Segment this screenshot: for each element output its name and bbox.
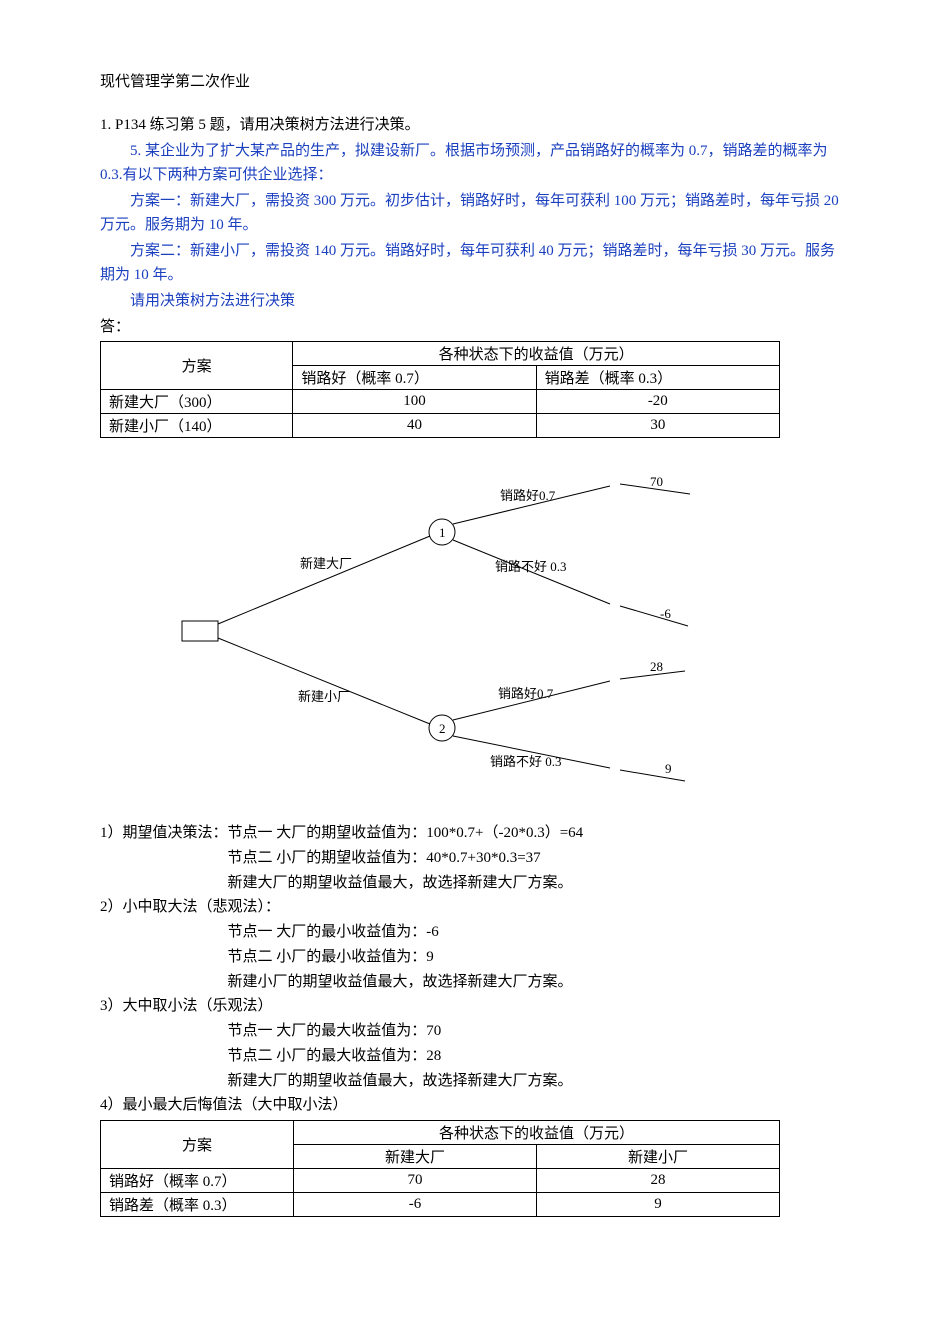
leaf-9: 9 xyxy=(665,761,672,776)
t2-header-big: 新建大厂 xyxy=(293,1145,536,1169)
decision-tree-svg: 新建大厂 新建小厂 1 销路好0.7 销路不好 0.3 70 -6 2 销路好0… xyxy=(180,476,720,786)
chance-node-1-label: 1 xyxy=(439,525,446,540)
payoff-table-1: 方案 各种状态下的收益值（万元） 销路好（概率 0.7） 销路差（概率 0.3）… xyxy=(100,341,780,438)
method-2-line-2: 节点二 小厂的最小收益值为：9 xyxy=(100,945,845,970)
t1-r2c1: 新建小厂（140） xyxy=(101,414,293,438)
decision-tree-diagram: 新建大厂 新建小厂 1 销路好0.7 销路不好 0.3 70 -6 2 销路好0… xyxy=(180,476,845,791)
chance-node-2-label: 2 xyxy=(439,721,446,736)
t1-header-states: 各种状态下的收益值（万元） xyxy=(293,342,780,366)
t2-r2c3: 9 xyxy=(536,1193,779,1217)
branch-label-small: 新建小厂 xyxy=(298,689,350,704)
question-line-1: 1. P134 练习第 5 题，请用决策树方法进行决策。 xyxy=(100,113,845,137)
problem-intro: 5. 某企业为了扩大某产品的生产，拟建设新厂。根据市场预测，产品销路好的概率为 … xyxy=(100,139,845,187)
t2-r1c3: 28 xyxy=(536,1169,779,1193)
method-1-line-3: 新建大厂的期望收益值最大，故选择新建大厂方案。 xyxy=(100,871,845,896)
t1-r2c3: 30 xyxy=(536,414,779,438)
method-1-line-1: 1）期望值决策法：节点一 大厂的期望收益值为：100*0.7+（-20*0.3）… xyxy=(100,821,845,846)
t2-r1c1: 销路好（概率 0.7） xyxy=(101,1169,294,1193)
branch-label-big: 新建大厂 xyxy=(300,556,352,571)
t1-r1c3: -20 xyxy=(536,390,779,414)
payoff-table-2: 方案 各种状态下的收益值（万元） 新建大厂 新建小厂 销路好（概率 0.7） 7… xyxy=(100,1120,780,1217)
method-2-header: 2）小中取大法（悲观法）： xyxy=(100,895,845,920)
t2-header-states: 各种状态下的收益值（万元） xyxy=(293,1121,779,1145)
n1-good-label: 销路好0.7 xyxy=(500,488,556,503)
method-1-line-2: 节点二 小厂的期望收益值为：40*0.7+30*0.3=37 xyxy=(100,846,845,871)
t1-r1c2: 100 xyxy=(293,390,536,414)
method-2-line-3: 新建小厂的期望收益值最大，故选择新建大厂方案。 xyxy=(100,970,845,995)
leaf-neg6: -6 xyxy=(660,606,671,621)
t1-header-plan: 方案 xyxy=(101,342,293,390)
method-3-header: 3）大中取小法（乐观法） xyxy=(100,994,845,1019)
t1-header-good: 销路好（概率 0.7） xyxy=(293,366,536,390)
t2-r2c2: -6 xyxy=(293,1193,536,1217)
method-3-line-3: 新建大厂的期望收益值最大，故选择新建大厂方案。 xyxy=(100,1069,845,1094)
method-3-line-1: 节点一 大厂的最大收益值为：70 xyxy=(100,1019,845,1044)
method-2-line-1: 节点一 大厂的最小收益值为：-6 xyxy=(100,920,845,945)
method-4-header: 4）最小最大后悔值法（大中取小法） xyxy=(100,1093,845,1118)
method-3-line-2: 节点二 小厂的最大收益值为：28 xyxy=(100,1044,845,1069)
plan-1-text: 方案一：新建大厂，需投资 300 万元。初步估计，销路好时，每年可获利 100 … xyxy=(100,189,845,237)
decision-prompt: 请用决策树方法进行决策 xyxy=(100,289,845,313)
t1-r2c2: 40 xyxy=(293,414,536,438)
analysis-section: 1）期望值决策法：节点一 大厂的期望收益值为：100*0.7+（-20*0.3）… xyxy=(100,821,845,1118)
t1-r1c1: 新建大厂（300） xyxy=(101,390,293,414)
t2-r2c1: 销路差（概率 0.3） xyxy=(101,1193,294,1217)
plan-2-text: 方案二：新建小厂，需投资 140 万元。销路好时，每年可获利 40 万元；销路差… xyxy=(100,239,845,287)
t2-header-small: 新建小厂 xyxy=(536,1145,779,1169)
answer-label: 答： xyxy=(100,315,845,339)
decision-node-icon xyxy=(182,621,218,641)
n2-bad-label: 销路不好 0.3 xyxy=(490,754,562,769)
t2-header-plan: 方案 xyxy=(101,1121,294,1169)
leaf-28: 28 xyxy=(650,659,663,674)
t2-r1c2: 70 xyxy=(293,1169,536,1193)
leaf-70: 70 xyxy=(650,476,663,489)
t1-header-bad: 销路差（概率 0.3） xyxy=(536,366,779,390)
page-title: 现代管理学第二次作业 xyxy=(100,70,845,91)
n2-good-label: 销路好0.7 xyxy=(498,686,554,701)
n1-bad-label: 销路不好 0.3 xyxy=(495,559,567,574)
